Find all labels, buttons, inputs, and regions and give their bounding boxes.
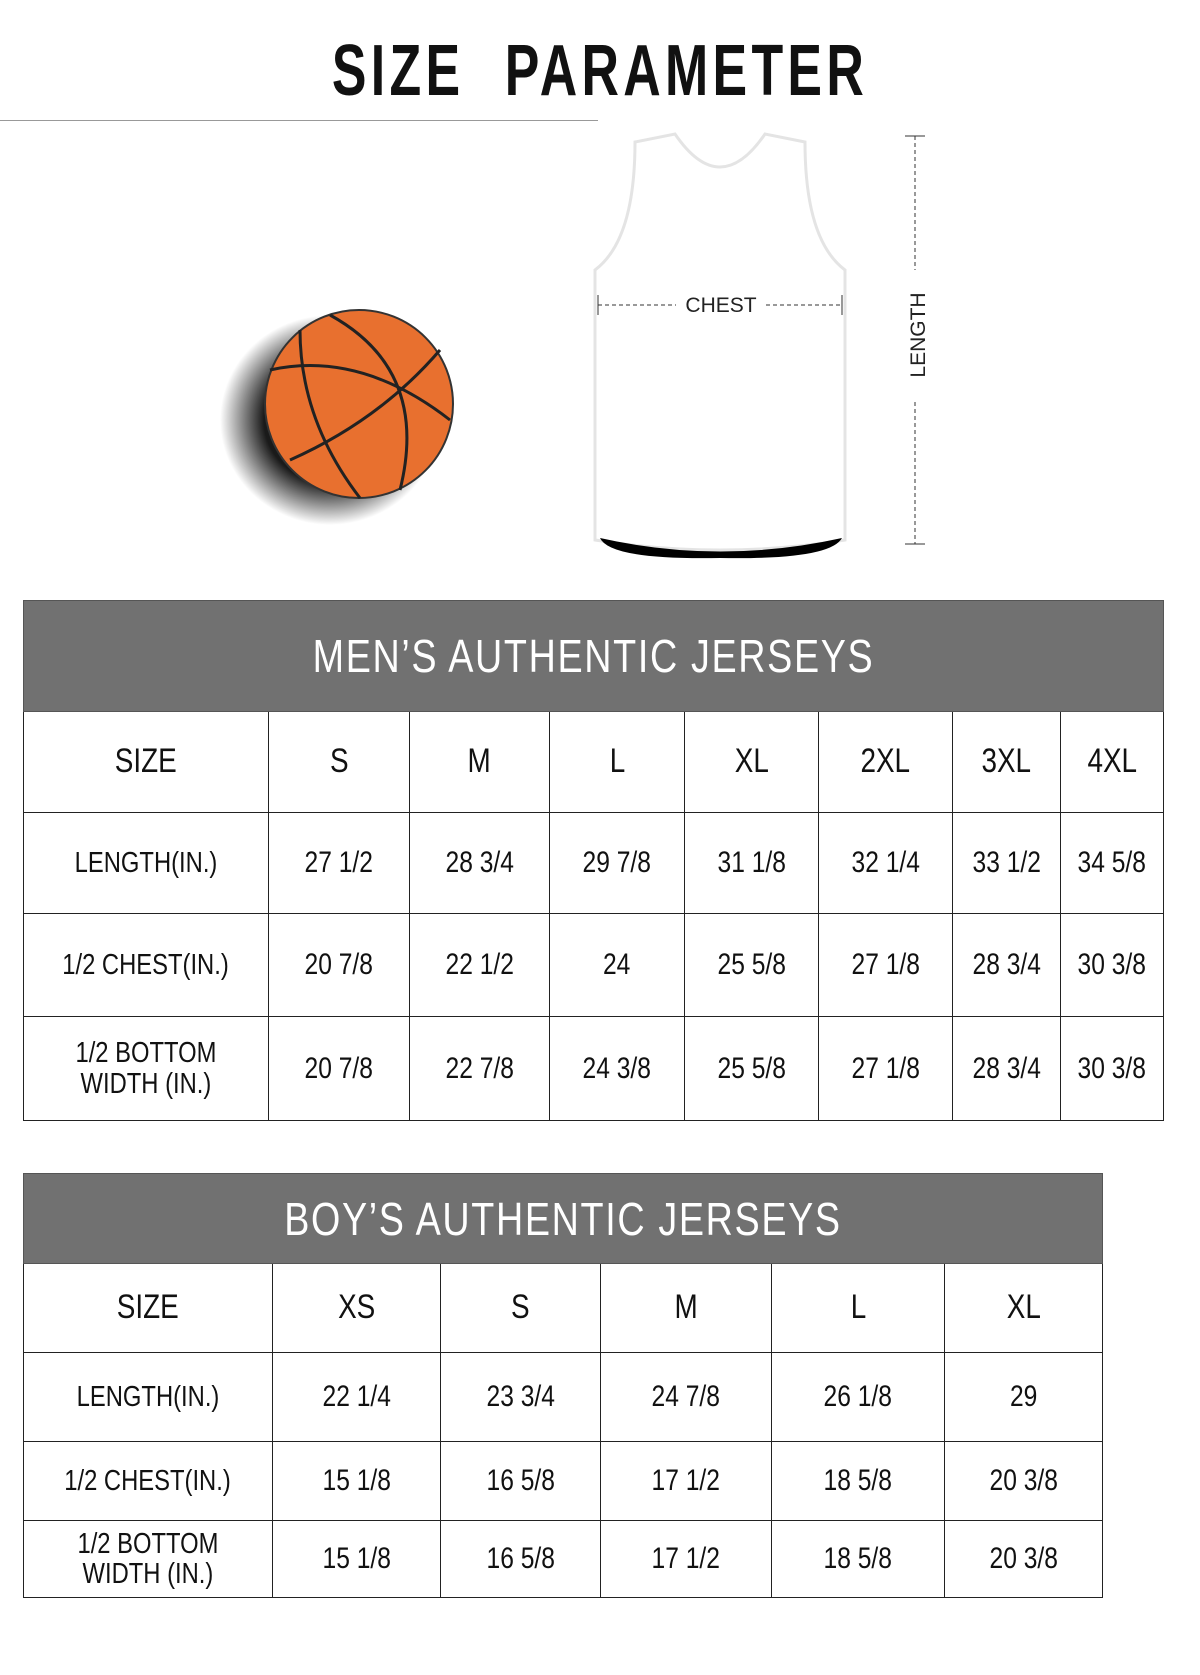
length-indicator: LENGTH xyxy=(900,135,930,545)
size-header-cell: M xyxy=(409,711,550,813)
measurement-row: 1/2 CHEST(IN.) 20 7/8 22 1/2 24 25 5/8 27 1/8… xyxy=(23,913,1164,1017)
measurement-row: 1/2 BOTTOM WIDTH (IN.) 15 1/8 16 5/8 17 1/2… xyxy=(23,1520,1104,1598)
measurement-value: 31 1/8 xyxy=(684,812,819,914)
measurement-value: 28 3/4 xyxy=(952,913,1061,1017)
measurement-value: 26 1/8 xyxy=(771,1352,945,1442)
size-label-cell: SIZE xyxy=(23,1263,273,1353)
measurement-row: 1/2 BOTTOM WIDTH (IN.) 20 7/8 22 7/8 24 3/8… xyxy=(23,1016,1164,1121)
measurement-value: 29 xyxy=(943,1352,1104,1442)
size-header-cell: 4XL xyxy=(1060,711,1164,813)
measurement-value: 30 3/8 xyxy=(1060,1016,1164,1121)
measurement-label: LENGTH(IN.) xyxy=(23,812,269,914)
measurement-row: LENGTH(IN.) 22 1/4 23 3/4 24 7/8 26 1/8 29 xyxy=(23,1352,1104,1442)
measurement-value: 27 1/8 xyxy=(818,913,953,1017)
measurement-value: 32 1/4 xyxy=(818,812,953,914)
size-header-cell: 2XL xyxy=(818,711,953,813)
size-header-row: SIZE XS S M L XL xyxy=(23,1263,1104,1353)
measurement-value: 18 5/8 xyxy=(771,1520,945,1598)
boys-size-table: BOY’S AUTHENTIC JERSEYS SIZE XS S M L XL LENGT… xyxy=(22,1173,1104,1598)
measurement-value: 24 3/8 xyxy=(549,1016,685,1121)
measurement-value: 27 1/2 xyxy=(268,812,410,914)
measurement-value: 22 7/8 xyxy=(409,1016,550,1121)
size-header-cell: XL xyxy=(943,1263,1104,1353)
measurement-value: 28 3/4 xyxy=(952,1016,1061,1121)
measurement-value: 17 1/2 xyxy=(600,1441,772,1521)
mens-table-title: MEN’S AUTHENTIC JERSEYS xyxy=(23,600,1164,712)
measurement-label: 1/2 CHEST(IN.) xyxy=(23,913,269,1017)
measurement-label: 1/2 BOTTOM WIDTH (IN.) xyxy=(23,1016,269,1121)
measurement-value: 22 1/2 xyxy=(409,913,550,1017)
measurement-value: 34 5/8 xyxy=(1060,812,1164,914)
measurement-value: 25 5/8 xyxy=(684,1016,819,1121)
boys-table-title: BOY’S AUTHENTIC JERSEYS xyxy=(22,1173,1104,1264)
size-header-cell: XS xyxy=(272,1263,441,1353)
measurement-value: 23 3/4 xyxy=(440,1352,601,1442)
measurement-value: 24 xyxy=(549,913,685,1017)
measurement-value: 33 1/2 xyxy=(952,812,1061,914)
page-title: SIZE PARAMETER xyxy=(331,31,869,111)
measurement-value: 20 7/8 xyxy=(268,1016,410,1121)
size-header-cell: S xyxy=(268,711,410,813)
measurement-value: 16 5/8 xyxy=(440,1520,601,1598)
measurement-label: LENGTH(IN.) xyxy=(23,1352,273,1442)
size-header-cell: L xyxy=(549,711,685,813)
size-header-cell: 3XL xyxy=(952,711,1061,813)
size-label-cell: SIZE xyxy=(23,711,269,813)
size-header-cell: L xyxy=(771,1263,945,1353)
measurement-value: 27 1/8 xyxy=(818,1016,953,1121)
measurement-row: LENGTH(IN.) 27 1/2 28 3/4 29 7/8 31 1/8 32 1/… xyxy=(23,812,1164,914)
basketball-icon xyxy=(220,309,454,525)
size-header-cell: M xyxy=(600,1263,772,1353)
measurement-value: 20 3/8 xyxy=(943,1441,1104,1521)
measurement-value: 16 5/8 xyxy=(440,1441,601,1521)
length-label: LENGTH xyxy=(907,292,930,377)
measurement-value: 15 1/8 xyxy=(272,1441,441,1521)
measurement-value: 22 1/4 xyxy=(272,1352,441,1442)
measurement-value: 20 3/8 xyxy=(943,1520,1104,1598)
measurement-value: 28 3/4 xyxy=(409,812,550,914)
measurement-value: 29 7/8 xyxy=(549,812,685,914)
measurement-value: 18 5/8 xyxy=(771,1441,945,1521)
measurement-value: 17 1/2 xyxy=(600,1520,772,1598)
measurement-value: 15 1/8 xyxy=(272,1520,441,1598)
measurement-value: 30 3/8 xyxy=(1060,913,1164,1017)
jersey-icon: CHEST xyxy=(0,120,847,559)
size-diagram: CHEST LENGTH xyxy=(0,120,930,559)
chest-label: CHEST xyxy=(685,294,756,317)
size-header-cell: S xyxy=(440,1263,601,1353)
size-header-row: SIZE S M L XL 2XL 3XL 4XL xyxy=(23,711,1164,813)
mens-size-table: MEN’S AUTHENTIC JERSEYS SIZE S M L XL 2XL 3XL 4… xyxy=(23,600,1164,1121)
measurement-label: 1/2 CHEST(IN.) xyxy=(23,1441,273,1521)
measurement-row: 1/2 CHEST(IN.) 15 1/8 16 5/8 17 1/2 18 5/8 20… xyxy=(23,1441,1104,1521)
measurement-value: 24 7/8 xyxy=(600,1352,772,1442)
measurement-value: 20 7/8 xyxy=(268,913,410,1017)
measurement-label: 1/2 BOTTOM WIDTH (IN.) xyxy=(23,1520,273,1598)
measurement-value: 25 5/8 xyxy=(684,913,819,1017)
size-header-cell: XL xyxy=(684,711,819,813)
